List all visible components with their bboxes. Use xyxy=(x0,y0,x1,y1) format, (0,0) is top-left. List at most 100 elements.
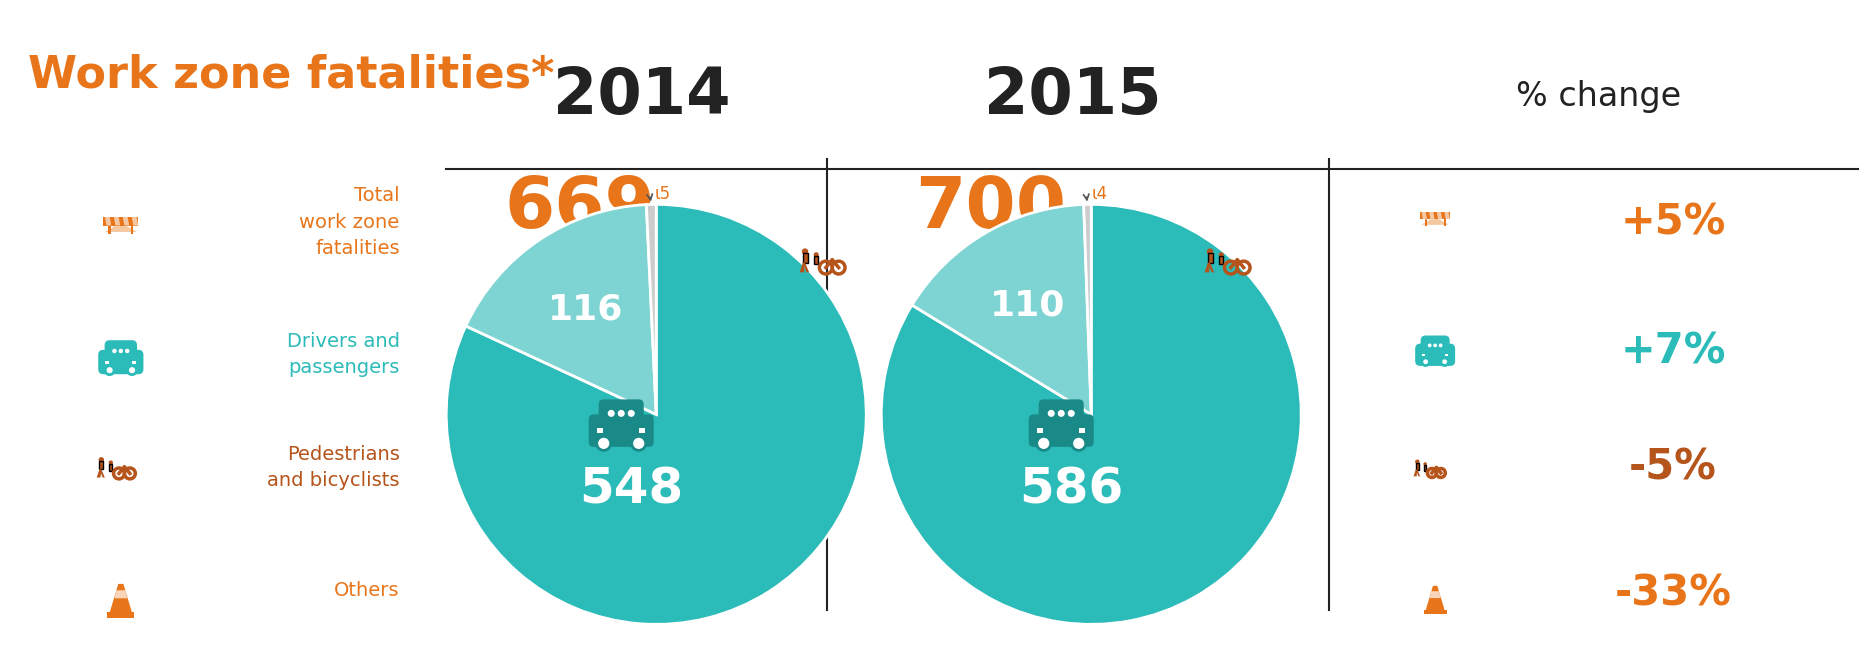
Text: 548: 548 xyxy=(580,465,684,513)
Circle shape xyxy=(1058,410,1065,417)
Polygon shape xyxy=(1430,211,1435,219)
Text: -33%: -33% xyxy=(1615,572,1731,615)
FancyBboxPatch shape xyxy=(1417,463,1418,469)
Polygon shape xyxy=(1444,211,1450,219)
FancyBboxPatch shape xyxy=(132,361,136,364)
FancyBboxPatch shape xyxy=(104,217,138,225)
Circle shape xyxy=(128,366,136,375)
Polygon shape xyxy=(132,217,138,225)
Circle shape xyxy=(119,349,123,353)
Text: 116: 116 xyxy=(548,293,623,327)
Polygon shape xyxy=(1422,217,1448,225)
Circle shape xyxy=(608,410,615,417)
FancyBboxPatch shape xyxy=(1424,465,1426,471)
FancyBboxPatch shape xyxy=(1208,253,1212,263)
Circle shape xyxy=(99,457,104,463)
Polygon shape xyxy=(99,469,104,477)
Circle shape xyxy=(1220,252,1223,257)
FancyBboxPatch shape xyxy=(1444,219,1446,226)
Circle shape xyxy=(112,349,117,353)
FancyBboxPatch shape xyxy=(814,257,818,265)
FancyBboxPatch shape xyxy=(1424,219,1426,226)
FancyBboxPatch shape xyxy=(1080,428,1086,434)
Polygon shape xyxy=(97,469,100,477)
Circle shape xyxy=(1037,436,1050,450)
FancyBboxPatch shape xyxy=(597,428,602,434)
Text: 669: 669 xyxy=(504,174,656,243)
Polygon shape xyxy=(1205,263,1210,272)
Text: Total
work zone
fatalities: Total work zone fatalities xyxy=(299,186,400,258)
Circle shape xyxy=(1424,462,1428,466)
Polygon shape xyxy=(1208,263,1214,272)
Polygon shape xyxy=(1422,211,1428,219)
Polygon shape xyxy=(110,584,132,613)
Circle shape xyxy=(1433,343,1437,347)
Wedge shape xyxy=(467,205,656,414)
Polygon shape xyxy=(1430,591,1441,598)
Polygon shape xyxy=(113,217,121,225)
Circle shape xyxy=(628,410,634,417)
FancyBboxPatch shape xyxy=(1220,257,1223,265)
Circle shape xyxy=(617,410,625,417)
FancyBboxPatch shape xyxy=(130,225,134,233)
FancyBboxPatch shape xyxy=(99,350,143,374)
Polygon shape xyxy=(1413,469,1417,476)
Circle shape xyxy=(1441,358,1448,365)
Polygon shape xyxy=(123,217,128,225)
Circle shape xyxy=(632,436,645,450)
Circle shape xyxy=(1439,343,1443,347)
Circle shape xyxy=(125,349,130,353)
Circle shape xyxy=(814,252,818,257)
FancyBboxPatch shape xyxy=(1420,211,1450,219)
Text: 586: 586 xyxy=(1019,465,1123,513)
Circle shape xyxy=(801,249,809,255)
Text: +7%: +7% xyxy=(1621,330,1725,373)
Circle shape xyxy=(1073,436,1086,450)
Text: 2014: 2014 xyxy=(552,65,731,127)
FancyBboxPatch shape xyxy=(1420,335,1450,354)
Text: ι5: ι5 xyxy=(654,186,671,204)
Polygon shape xyxy=(1426,586,1444,611)
FancyBboxPatch shape xyxy=(1028,414,1093,447)
Circle shape xyxy=(1048,410,1054,417)
Wedge shape xyxy=(647,204,656,414)
Text: 700: 700 xyxy=(915,174,1067,243)
FancyBboxPatch shape xyxy=(106,361,110,364)
Text: -5%: -5% xyxy=(1628,446,1718,489)
Text: Drivers and
passengers: Drivers and passengers xyxy=(286,332,400,377)
FancyBboxPatch shape xyxy=(104,340,138,361)
Text: 110: 110 xyxy=(989,288,1065,323)
Polygon shape xyxy=(104,217,112,225)
Circle shape xyxy=(1422,358,1430,365)
FancyBboxPatch shape xyxy=(1424,610,1446,615)
Circle shape xyxy=(106,366,113,375)
Wedge shape xyxy=(881,204,1301,625)
Wedge shape xyxy=(1084,204,1091,414)
Polygon shape xyxy=(1417,469,1420,476)
Text: ι4: ι4 xyxy=(1091,186,1108,204)
Circle shape xyxy=(597,436,612,450)
FancyBboxPatch shape xyxy=(599,399,643,426)
Text: Others: Others xyxy=(335,581,400,599)
Polygon shape xyxy=(803,263,809,272)
Circle shape xyxy=(1206,249,1214,255)
Polygon shape xyxy=(115,590,126,598)
Wedge shape xyxy=(446,204,866,625)
Text: % change: % change xyxy=(1517,80,1681,113)
Polygon shape xyxy=(1437,211,1443,219)
FancyBboxPatch shape xyxy=(1039,399,1084,426)
Circle shape xyxy=(108,460,113,465)
FancyBboxPatch shape xyxy=(108,613,134,617)
FancyBboxPatch shape xyxy=(1415,343,1456,366)
FancyBboxPatch shape xyxy=(589,414,654,447)
Text: Pedestrians
and bicyclists: Pedestrians and bicyclists xyxy=(268,445,400,490)
FancyBboxPatch shape xyxy=(803,253,807,263)
FancyBboxPatch shape xyxy=(99,461,104,469)
Text: 2015: 2015 xyxy=(983,65,1162,127)
Text: +5%: +5% xyxy=(1621,201,1725,243)
FancyBboxPatch shape xyxy=(639,428,645,434)
Circle shape xyxy=(1415,459,1420,464)
Text: Work zone fatalities*: Work zone fatalities* xyxy=(28,53,554,96)
FancyBboxPatch shape xyxy=(1037,428,1043,434)
FancyBboxPatch shape xyxy=(1422,353,1426,356)
